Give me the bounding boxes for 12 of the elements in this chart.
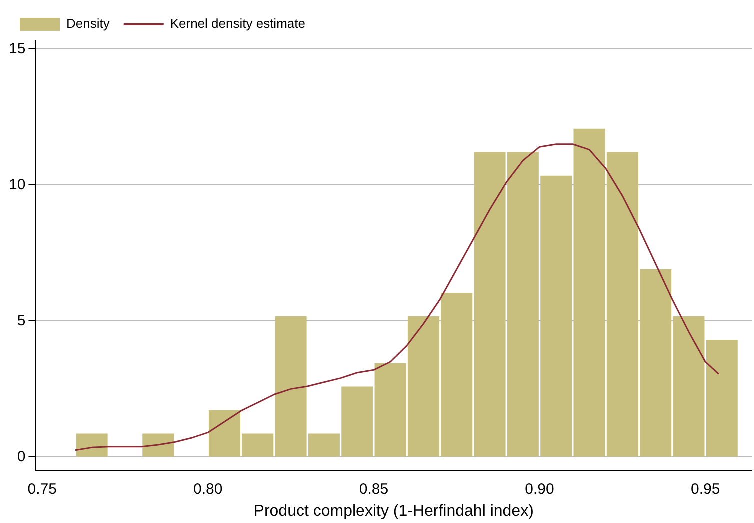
legend-label: Density	[66, 16, 110, 32]
y-tick-label: 10	[8, 176, 26, 194]
x-tick-label: 0.80	[194, 480, 223, 498]
x-tick-label: 0.75	[28, 480, 57, 498]
y-tick-label: 5	[17, 312, 26, 330]
x-tick-label: 0.90	[525, 480, 554, 498]
x-tick-label: 0.95	[690, 480, 720, 498]
y-tick-label: 0	[17, 448, 26, 466]
y-tick-label: 15	[8, 40, 26, 58]
x-axis-title: Product complexity (1-Herfindahl index)	[254, 502, 534, 520]
legend-label: Kernel density estimate	[170, 16, 306, 32]
x-tick-label: 0.85	[359, 480, 389, 498]
